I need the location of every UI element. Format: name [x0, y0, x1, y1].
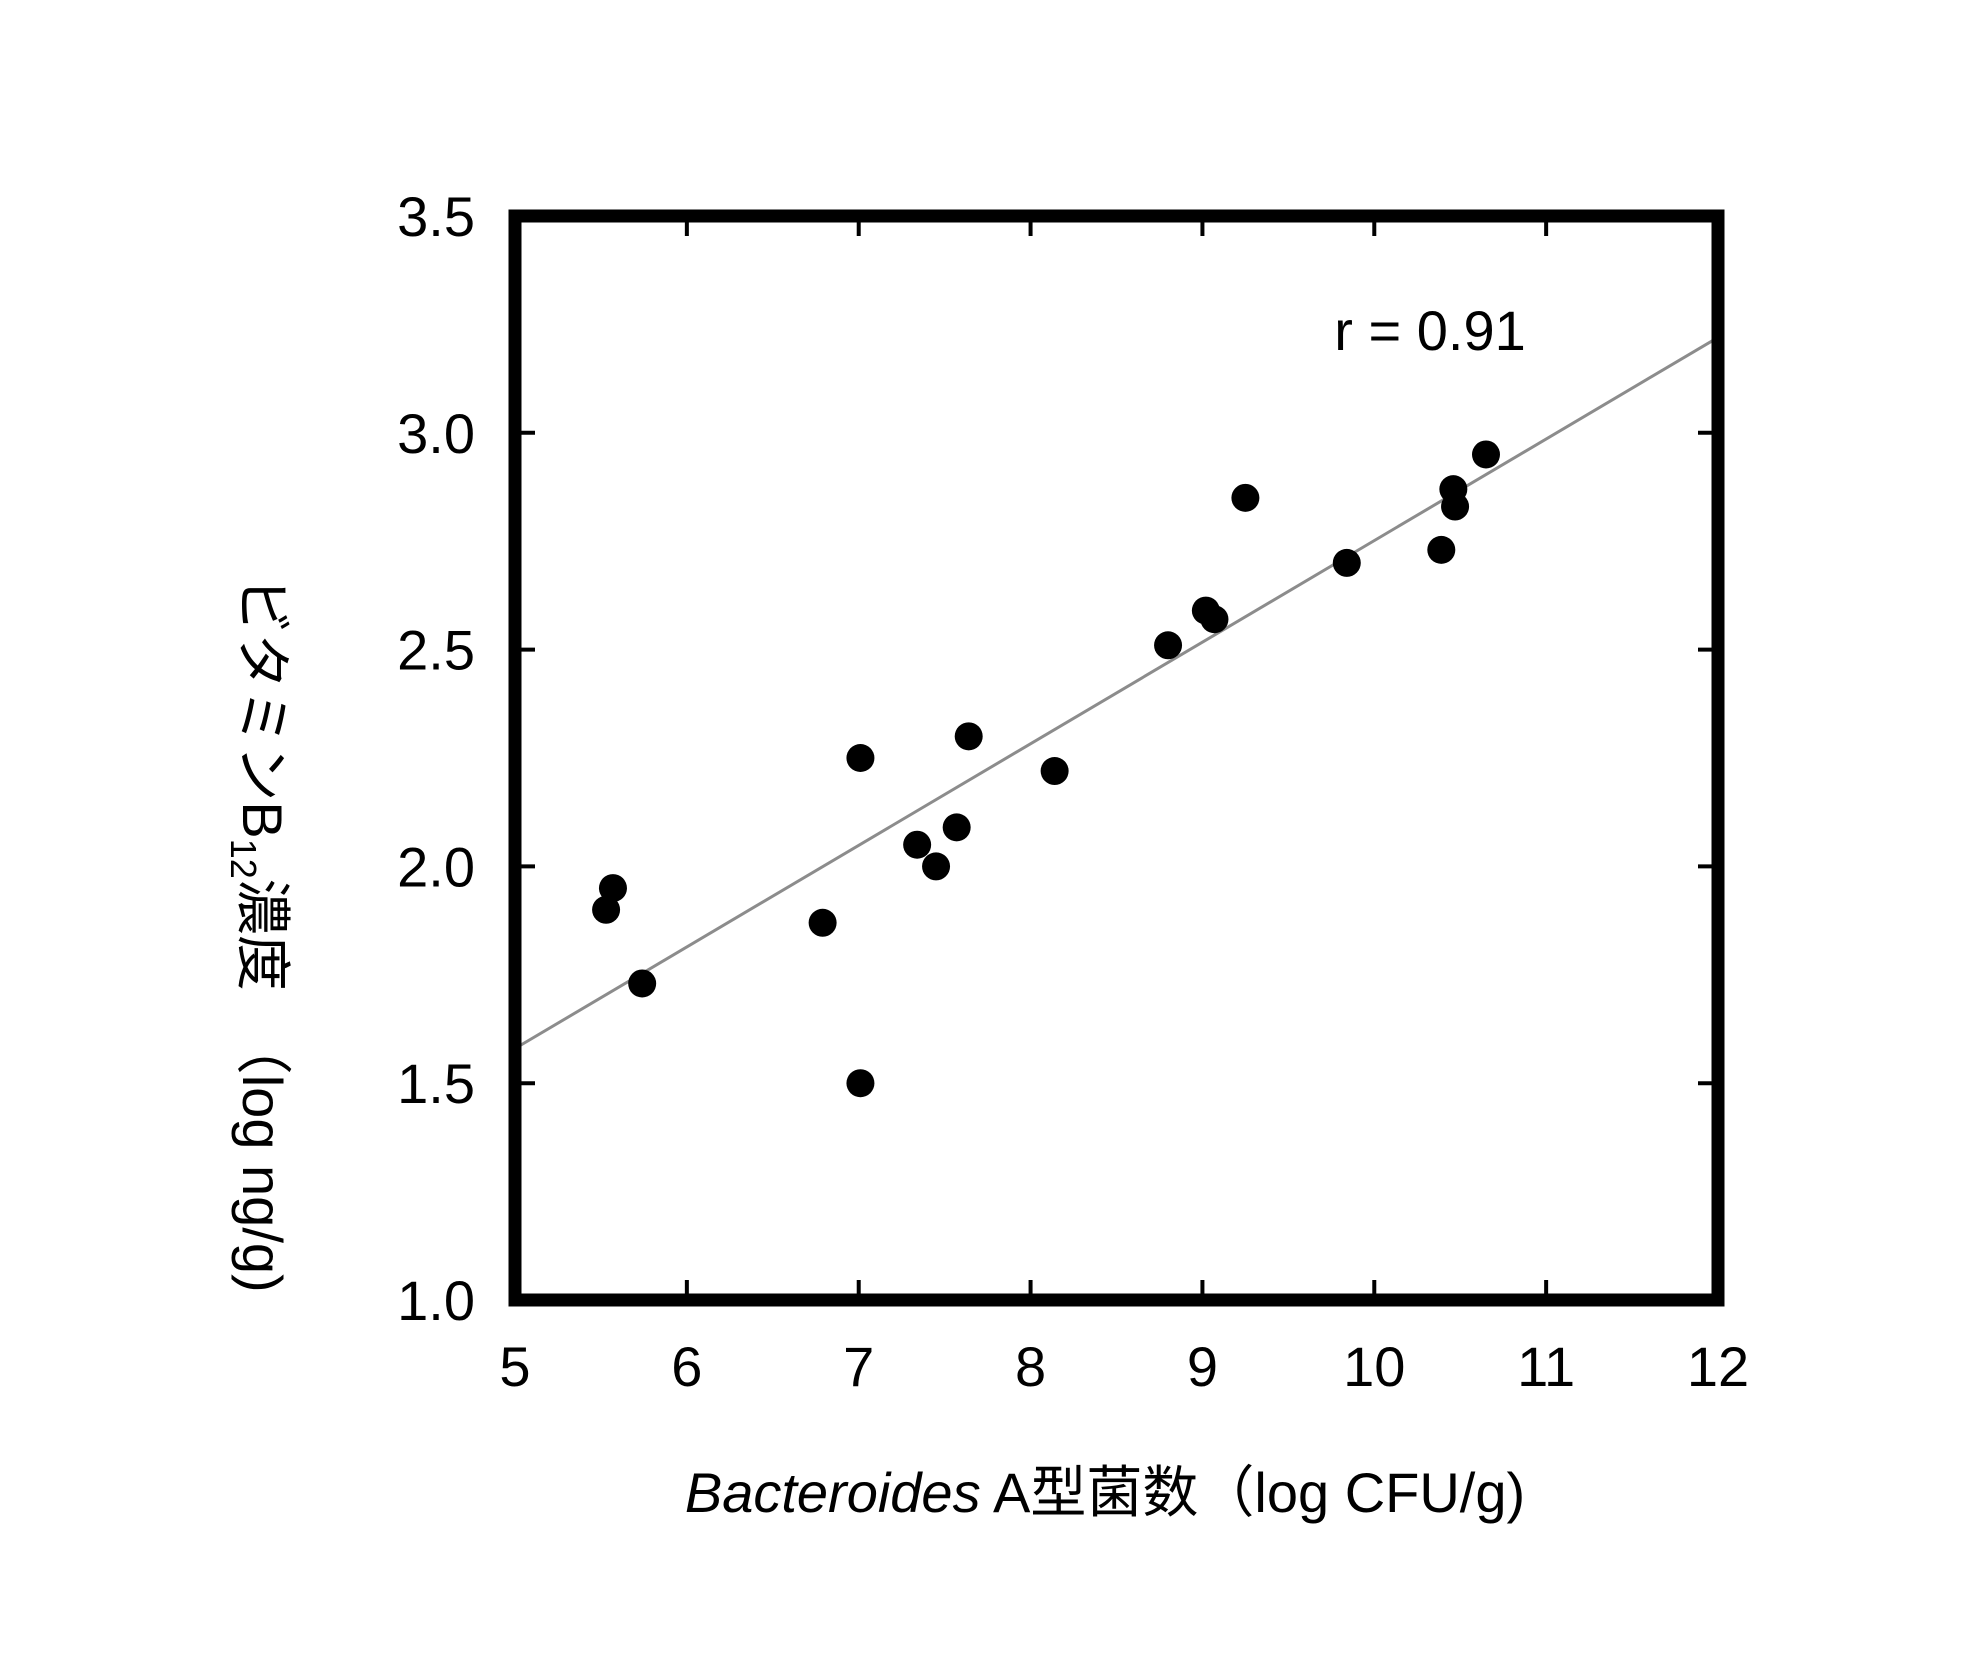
data-point [1154, 631, 1183, 660]
x-tick-label: 12 [1687, 1335, 1749, 1398]
data-point [1191, 596, 1220, 625]
axis-tick-labels: 5 6 7 8 9 10 11 12 1.0 1.5 2.0 2.5 3.0 3.5 [397, 185, 1749, 1398]
y-tick-label: 3.5 [397, 185, 475, 248]
data-point [1471, 440, 1500, 469]
x-axis-title: Bacteroides A型菌数（log CFU/g) [685, 1461, 1525, 1524]
x-tick-label: 7 [843, 1335, 874, 1398]
data-point [922, 852, 951, 881]
x-tick-label: 11 [1517, 1335, 1575, 1398]
regression-line [514, 336, 1719, 1050]
data-point [903, 830, 932, 859]
x-tick-label: 9 [1187, 1335, 1218, 1398]
data-point [1441, 492, 1470, 521]
y-tick-label: 1.0 [397, 1269, 475, 1332]
correlation-annotation: r = 0.91 [1334, 299, 1525, 362]
data-point [1231, 483, 1260, 512]
data-point [808, 908, 837, 937]
data-point [1427, 535, 1456, 564]
data-point [942, 813, 971, 842]
y-axis-title-part2: 濃度 （log ng/g) [231, 879, 294, 1293]
y-tick-label: 2.0 [397, 835, 475, 898]
x-axis-title-italic: Bacteroides [685, 1461, 981, 1524]
data-point [954, 722, 983, 751]
y-tick-label: 3.0 [397, 402, 475, 465]
data-point [598, 874, 627, 903]
plot-content [514, 336, 1719, 1098]
x-tick-label: 8 [1015, 1335, 1046, 1398]
y-tick-label: 2.5 [397, 619, 475, 682]
data-point [1040, 757, 1069, 786]
data-point [846, 1069, 875, 1098]
x-tick-label: 5 [499, 1335, 530, 1398]
y-axis-title: ビタミンB12濃度 （log ng/g) [223, 577, 294, 1292]
data-point [628, 969, 657, 998]
data-point [592, 895, 621, 924]
x-tick-label: 10 [1343, 1335, 1405, 1398]
data-point [846, 744, 875, 772]
plot-frame [508, 209, 1725, 1307]
x-axis-title-rest: A型菌数（log CFU/g) [981, 1461, 1526, 1524]
y-axis-title-part1: ビタミンB [231, 577, 294, 838]
x-tick-label: 6 [671, 1335, 702, 1398]
y-axis-title-subscript: 12 [223, 839, 264, 879]
y-tick-label: 1.5 [397, 1052, 475, 1115]
data-point [1332, 548, 1361, 577]
